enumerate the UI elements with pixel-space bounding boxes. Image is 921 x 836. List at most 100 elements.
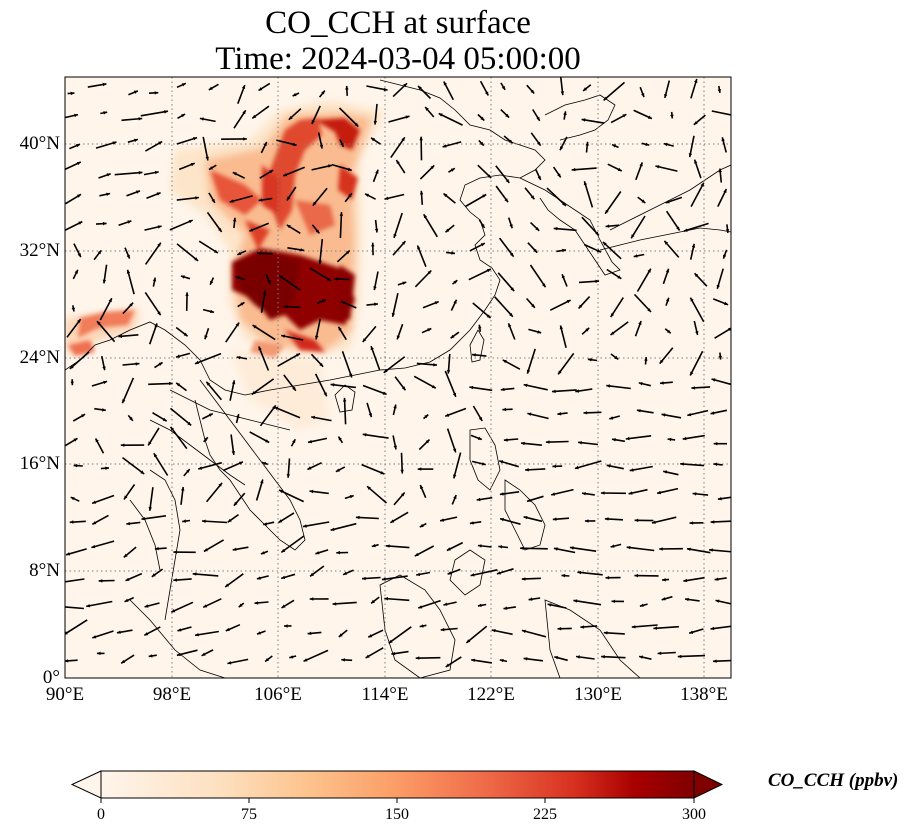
wind-arrow-shaft: [690, 182, 705, 207]
wind-arrow-head: [127, 220, 132, 224]
wind-arrow-head: [327, 277, 331, 281]
wind-arrow-head: [724, 301, 729, 306]
wind-arrow-head: [633, 254, 638, 258]
wind-arrow-head: [666, 329, 671, 334]
colorbar-extend-high: [693, 770, 724, 799]
wind-arrow-head: [634, 518, 639, 523]
wind-arrow-head: [225, 627, 230, 631]
wind-arrow-shaft: [343, 397, 347, 425]
wind-arrow-shaft: [148, 382, 173, 386]
colorbar-tick-label: 150: [385, 806, 409, 823]
wind-arrow-head: [709, 548, 713, 552]
wind-arrow-head: [232, 172, 237, 176]
wind-arrow-head: [400, 469, 404, 474]
wind-arrow-shaft: [663, 240, 680, 258]
wind-arrow-shaft: [278, 274, 301, 291]
wind-arrow-head: [452, 448, 457, 453]
wind-arrow-shaft: [610, 297, 624, 318]
wind-arrow-shaft: [472, 302, 492, 319]
wind-arrow-head: [339, 212, 344, 216]
wind-arrow-head: [603, 631, 608, 635]
wind-arrow-head: [384, 196, 389, 200]
wind-arrow-head: [251, 391, 256, 395]
wind-arrow-shaft: [224, 573, 244, 588]
wind-arrow-shaft: [384, 597, 410, 602]
colorbar-tick-label: 75: [241, 806, 257, 823]
wind-arrow-head: [469, 521, 474, 525]
wind-arrow-shaft: [251, 378, 275, 396]
wind-arrow-head: [577, 570, 582, 575]
wind-arrow-head: [401, 492, 405, 497]
wind-arrow-head: [368, 634, 373, 638]
wind-arrow-head: [241, 85, 246, 89]
wind-arrow-head: [610, 331, 615, 335]
wind-arrow-head: [281, 604, 286, 608]
wind-arrow-head: [733, 114, 737, 117]
wind-arrow-head: [195, 196, 199, 200]
wind-arrow-shaft: [682, 434, 705, 440]
wind-arrow-head: [385, 544, 390, 548]
wind-arrow-head: [641, 93, 645, 98]
wind-arrow-head: [713, 442, 718, 446]
wind-arrow-head: [631, 625, 636, 629]
wind-arrow-head: [614, 355, 619, 360]
wind-arrow-shaft: [169, 219, 194, 231]
wind-arrow-shaft: [114, 171, 143, 176]
wind-arrow-head: [423, 214, 427, 219]
wind-arrow-head: [126, 254, 130, 259]
wind-arrow-head: [583, 411, 588, 415]
wind-arrow-shaft: [229, 195, 253, 203]
wind-arrow-shaft: [683, 222, 709, 232]
wind-arrow-head: [676, 226, 680, 231]
wind-arrow-head: [76, 144, 80, 148]
wind-arrow-head: [560, 146, 564, 151]
wind-arrow-head: [66, 552, 70, 556]
wind-arrow-head: [393, 234, 397, 238]
wind-arrow-head: [95, 438, 99, 443]
wind-arrow-shaft: [633, 293, 652, 313]
wind-arrow-head: [181, 487, 185, 491]
wind-arrow-head: [124, 495, 128, 500]
wind-arrow-head: [509, 312, 513, 317]
wind-arrow-shaft: [281, 334, 304, 341]
wind-arrow-head: [486, 269, 491, 273]
wind-arrow-shaft: [444, 370, 457, 398]
wind-arrow-head: [281, 334, 285, 338]
wind-arrow-head: [157, 242, 161, 247]
wind-arrow-shaft: [144, 242, 162, 265]
wind-arrow-head: [647, 308, 651, 312]
wind-arrow-head: [148, 507, 152, 511]
wind-arrow-shaft: [362, 384, 387, 396]
wind-arrow-head: [445, 663, 450, 667]
wind-arrow-head: [587, 358, 592, 362]
wind-arrow-shaft: [65, 220, 83, 232]
colorbar-gradient: [101, 771, 694, 798]
wind-arrow-head: [296, 353, 300, 357]
wind-arrow-head: [153, 453, 158, 458]
wind-arrow-head: [477, 436, 482, 440]
wind-arrow-head: [578, 441, 582, 445]
wind-arrow-head: [638, 321, 642, 325]
wind-arrow-head: [187, 421, 192, 426]
wind-arrow-head: [602, 241, 607, 246]
wind-arrow-head: [723, 254, 727, 259]
wind-arrow-head: [233, 501, 238, 506]
wind-arrow-shaft: [686, 547, 711, 554]
wind-arrow-head: [552, 389, 556, 394]
wind-arrow-head: [208, 86, 213, 90]
wind-arrow-head: [471, 658, 475, 662]
wind-arrow-head: [391, 651, 396, 656]
wind-arrow-head: [371, 242, 375, 247]
wind-arrow-head: [491, 629, 496, 633]
wind-arrow-head: [688, 153, 693, 158]
wind-arrow-shaft: [553, 227, 577, 232]
wind-arrow-head: [77, 253, 81, 258]
wind-arrow-head: [70, 381, 74, 386]
wind-arrow-head: [617, 275, 622, 279]
wind-arrow-head: [269, 170, 274, 174]
wind-arrow-shaft: [197, 461, 223, 470]
wind-arrow-head: [232, 547, 237, 551]
wind-arrow-head: [670, 114, 674, 119]
wind-arrow-head: [530, 89, 535, 94]
wind-arrow-shaft: [557, 352, 575, 375]
